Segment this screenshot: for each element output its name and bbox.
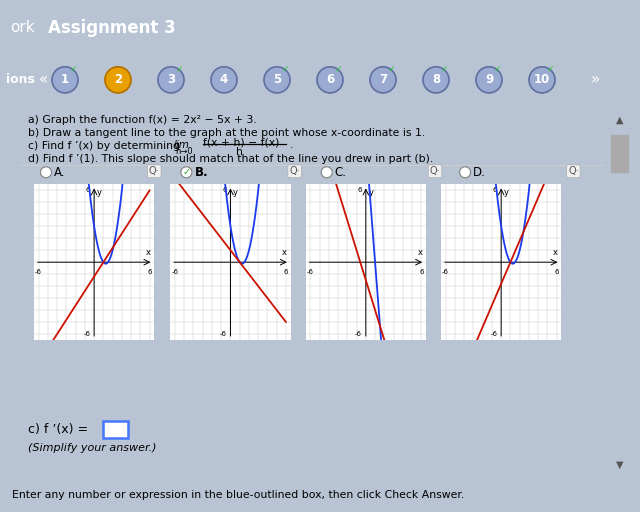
Text: 5: 5	[273, 73, 281, 87]
Text: 10: 10	[534, 73, 550, 87]
Text: -6: -6	[307, 269, 314, 275]
Text: ✓: ✓	[387, 66, 395, 74]
Circle shape	[370, 67, 396, 93]
Text: 6: 6	[222, 187, 227, 194]
FancyBboxPatch shape	[102, 421, 128, 438]
Text: y: y	[504, 188, 509, 197]
Text: 1: 1	[61, 73, 69, 87]
Text: ✓: ✓	[281, 66, 289, 74]
Text: -6: -6	[172, 269, 179, 275]
Text: y: y	[233, 188, 238, 197]
Text: x: x	[145, 248, 150, 258]
Text: 9: 9	[485, 73, 493, 87]
Text: 6: 6	[493, 187, 497, 194]
Circle shape	[321, 167, 332, 178]
Text: 6: 6	[326, 73, 334, 87]
Text: c) f ’(x) =: c) f ’(x) =	[28, 423, 88, 436]
Text: B.: B.	[195, 166, 208, 179]
Text: -6: -6	[442, 269, 449, 275]
Text: -6: -6	[35, 269, 42, 275]
Circle shape	[317, 67, 343, 93]
Text: x: x	[417, 248, 422, 258]
Circle shape	[158, 67, 184, 93]
Text: -6: -6	[490, 331, 497, 337]
Text: .: .	[290, 140, 293, 150]
Text: Q·: Q·	[289, 166, 300, 176]
Text: Q·: Q·	[568, 166, 579, 176]
Text: -6: -6	[83, 331, 90, 337]
Text: x: x	[282, 248, 287, 258]
Circle shape	[476, 67, 502, 93]
Text: y: y	[369, 188, 374, 197]
Text: lim: lim	[173, 140, 189, 150]
Text: D.: D.	[473, 166, 486, 179]
Text: 2: 2	[114, 73, 122, 87]
Text: ✓: ✓	[182, 167, 191, 177]
Text: Q·: Q·	[149, 166, 159, 176]
Text: »: »	[590, 72, 600, 88]
Text: ✓: ✓	[69, 66, 77, 74]
Text: 6: 6	[419, 269, 424, 275]
Text: ✓: ✓	[175, 66, 183, 74]
Text: ✓: ✓	[493, 66, 500, 74]
Circle shape	[264, 67, 290, 93]
Text: 3: 3	[167, 73, 175, 87]
Text: x: x	[552, 248, 557, 258]
Circle shape	[423, 67, 449, 93]
Text: ✓: ✓	[440, 66, 448, 74]
Text: 7: 7	[379, 73, 387, 87]
Text: ork: ork	[10, 20, 35, 35]
Text: -6: -6	[220, 331, 227, 337]
Text: 6: 6	[554, 269, 559, 275]
Text: 6: 6	[147, 269, 152, 275]
Text: Q·: Q·	[429, 166, 440, 176]
Circle shape	[40, 167, 51, 178]
Text: ✓: ✓	[547, 66, 554, 74]
Circle shape	[211, 67, 237, 93]
Text: 8: 8	[432, 73, 440, 87]
Circle shape	[460, 167, 470, 178]
Text: ▼: ▼	[616, 459, 623, 470]
Text: f(x + h) − f(x): f(x + h) − f(x)	[204, 137, 280, 147]
Text: c) Find f ’(x) by determining: c) Find f ’(x) by determining	[28, 141, 180, 151]
Text: ▲: ▲	[616, 114, 623, 124]
Text: ✓: ✓	[334, 66, 342, 74]
Text: y: y	[97, 188, 102, 197]
Circle shape	[529, 67, 555, 93]
Text: C.: C.	[335, 166, 347, 179]
Text: 6: 6	[86, 187, 90, 194]
Text: Enter any number or expression in the blue-outlined box, then click Check Answer: Enter any number or expression in the bl…	[12, 490, 464, 500]
Text: ions: ions	[6, 73, 35, 86]
Text: d) Find f ’(1). This slope should match that of the line you drew in part (b).: d) Find f ’(1). This slope should match …	[28, 154, 433, 164]
Text: 6: 6	[358, 187, 362, 194]
Circle shape	[52, 67, 78, 93]
Text: 4: 4	[220, 73, 228, 87]
Circle shape	[181, 167, 192, 178]
Text: b) Draw a tangent line to the graph at the point whose x-coordinate is 1.: b) Draw a tangent line to the graph at t…	[28, 128, 425, 138]
Text: h→0: h→0	[175, 147, 193, 156]
Bar	[611, 135, 628, 172]
Text: A.: A.	[54, 166, 65, 179]
Text: h: h	[237, 147, 243, 157]
Text: (Simplify your answer.): (Simplify your answer.)	[28, 442, 156, 453]
Text: -6: -6	[355, 331, 362, 337]
Text: Assignment 3: Assignment 3	[48, 19, 176, 37]
Text: «: «	[38, 72, 47, 87]
Circle shape	[105, 67, 131, 93]
Text: 6: 6	[284, 269, 288, 275]
Text: a) Graph the function f(x) = 2x² − 5x + 3.: a) Graph the function f(x) = 2x² − 5x + …	[28, 115, 257, 125]
